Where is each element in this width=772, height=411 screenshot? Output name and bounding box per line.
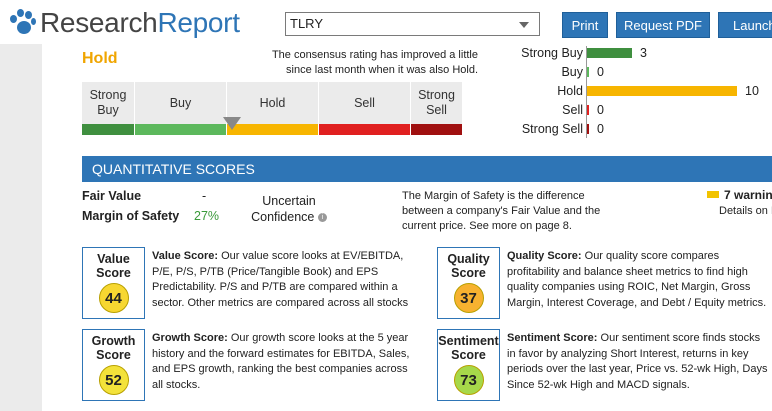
dist-bar xyxy=(587,48,632,58)
scale-bar-hold xyxy=(227,124,318,135)
warning-icon xyxy=(707,191,719,198)
current-rating: Hold xyxy=(82,50,118,67)
chevron-down-icon[interactable] xyxy=(519,22,529,28)
scale-bar-strong-sell xyxy=(411,124,462,135)
quality-score-title1: Quality xyxy=(447,252,490,266)
quality-score-text: Our quality score compares profitability… xyxy=(507,250,767,309)
warnings-details: Details on P xyxy=(719,205,772,217)
ticker-value: TLRY xyxy=(290,16,323,31)
quality-score-description: Quality Score: Our quality score compare… xyxy=(507,249,769,311)
dist-value: 0 xyxy=(597,65,604,79)
confidence-line2: Confidence xyxy=(251,210,315,224)
value-score-title1: Value xyxy=(97,252,130,266)
scale-bar-sell xyxy=(319,124,410,135)
confidence-label: Uncertain Confidence i xyxy=(245,193,333,225)
growth-score-title1: Growth xyxy=(91,334,136,348)
sentiment-score-title1: Sentiment xyxy=(438,334,499,348)
quality-score-heading: Quality Score: xyxy=(507,250,582,262)
margin-of-safety-label: Margin of Safety xyxy=(82,209,180,223)
info-icon[interactable]: i xyxy=(317,213,327,223)
value-score-title2: Score xyxy=(96,266,131,280)
dist-bar xyxy=(587,67,589,77)
logo-text-research: Research xyxy=(40,7,158,38)
request-pdf-button[interactable]: Request PDF xyxy=(616,12,710,38)
paw-logo-icon xyxy=(8,9,36,37)
dist-bar xyxy=(587,124,589,134)
scale-hold: Hold xyxy=(227,82,319,124)
sentiment-score-text: Our sentiment score finds stocks in favo… xyxy=(507,332,768,391)
growth-score-description: Growth Score: Our growth score looks at … xyxy=(152,331,414,393)
dist-label: Sell xyxy=(562,103,583,117)
value-score-badge: 44 xyxy=(98,283,129,313)
ticker-search-input[interactable]: TLRY xyxy=(285,12,540,36)
dist-bar xyxy=(587,86,737,96)
dist-label: Strong Buy xyxy=(521,46,583,60)
dist-bar xyxy=(587,105,589,115)
growth-score-box: Growth Score 52 xyxy=(82,329,145,401)
scale-buy: Buy xyxy=(135,82,227,124)
dist-value: 0 xyxy=(597,122,604,136)
quality-score-badge: 37 xyxy=(453,283,484,313)
scale-bar-strong-buy xyxy=(82,124,134,135)
scale-sell: Sell xyxy=(319,82,411,124)
value-score-description: Value Score: Our value score looks at EV… xyxy=(152,249,414,311)
logo-text-report: Report xyxy=(157,7,240,38)
growth-score-title2: Score xyxy=(96,348,131,362)
dist-value: 3 xyxy=(640,46,647,60)
launch-button[interactable]: Launch xyxy=(718,12,772,38)
growth-score-text: Our growth score looks at the 5 year his… xyxy=(152,332,410,391)
dist-label: Strong Sell xyxy=(521,122,583,136)
print-button[interactable]: Print xyxy=(562,12,608,38)
logo[interactable]: Research Report xyxy=(8,6,240,40)
value-score-text: Our value score looks at EV/EBITDA, P/E,… xyxy=(152,250,409,309)
scale-bar-buy xyxy=(135,124,226,135)
dist-label: Hold xyxy=(557,84,583,98)
growth-score-badge: 52 xyxy=(98,365,129,395)
left-margin xyxy=(0,44,42,411)
rating-scale: Strong Buy Buy Hold Sell Strong Sell xyxy=(82,82,462,136)
confidence-line1: Uncertain xyxy=(262,194,316,208)
growth-score-heading: Growth Score: xyxy=(152,332,228,344)
sentiment-score-badge: 73 xyxy=(453,365,484,395)
chart-axis xyxy=(586,46,587,138)
quant-scores-header: QUANTITATIVE SCORES xyxy=(82,156,772,182)
warnings-count[interactable]: 7 warnin xyxy=(724,188,772,202)
rating-pointer-icon xyxy=(223,117,241,130)
dist-value: 0 xyxy=(597,103,604,117)
margin-of-safety-value: 27% xyxy=(194,209,220,223)
value-score-box: Value Score 44 xyxy=(82,247,145,319)
dist-label: Buy xyxy=(561,65,583,79)
consensus-text: The consensus rating has improved a litt… xyxy=(271,49,478,76)
fair-value-label: Fair Value xyxy=(82,189,142,203)
sentiment-score-box: Sentiment Score 73 xyxy=(437,329,500,401)
value-score-heading: Value Score: xyxy=(152,250,219,262)
dist-value: 10 xyxy=(745,84,759,98)
sentiment-score-title2: Score xyxy=(451,348,486,362)
scale-strong-sell: Strong Sell xyxy=(411,82,462,124)
quality-score-box: Quality Score 37 xyxy=(437,247,500,319)
margin-of-safety-description: The Margin of Safety is the difference b… xyxy=(402,190,601,232)
sentiment-score-heading: Sentiment Score: xyxy=(507,332,598,344)
sentiment-score-description: Sentiment Score: Our sentiment score fin… xyxy=(507,331,769,393)
quality-score-title2: Score xyxy=(451,266,486,280)
scale-strong-buy: Strong Buy xyxy=(82,82,135,124)
fair-value: - xyxy=(202,189,207,203)
